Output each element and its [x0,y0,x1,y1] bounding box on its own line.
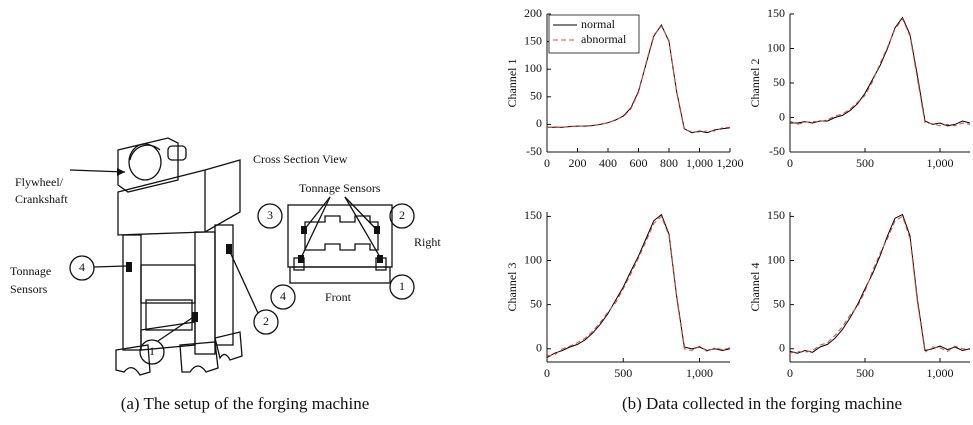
y-axis-label: Channel 1 [505,59,519,108]
label: Front [325,290,352,304]
y-tick-label: -50 [526,144,542,158]
callout: 1 [399,279,405,293]
x-tick-label: 500 [856,156,874,170]
y-tick-label: 50 [773,296,785,310]
x-tick-label: 1,000 [927,156,954,170]
label: Crankshaft [15,192,68,206]
label: Cross Section View [253,152,348,166]
callout: 4 [280,289,286,303]
y-tick-label: 0 [779,109,785,123]
series-line [789,213,971,354]
y-tick-label: 0 [536,116,542,130]
y-tick-label: 50 [773,75,785,89]
x-tick-label: 0 [544,366,550,380]
series-line [546,25,731,133]
callout: 1 [149,344,155,358]
legend-label: normal [581,17,616,31]
x-tick-label: 500 [856,366,874,380]
y-tick-label: -50 [769,144,785,158]
legend-box [548,14,640,54]
x-tick-label: 800 [660,156,678,170]
x-tick-label: 500 [614,366,632,380]
y-tick-label: 150 [524,33,542,47]
label: Flywheel/ [15,175,64,189]
y-axis-label: Channel 2 [748,59,762,108]
y-axis-label: Channel 3 [505,263,519,312]
label: Right [414,235,441,249]
x-tick-label: 1,000 [927,366,954,380]
x-tick-label: 200 [569,156,587,170]
y-tick-label: 100 [767,40,785,54]
caption: (b) Data collected in the forging machin… [622,394,902,413]
x-tick-label: 0 [787,156,793,170]
y-tick-label: 50 [530,296,542,310]
callout: 2 [399,208,405,222]
label: Sensors [10,282,48,296]
y-tick-label: 150 [767,208,785,222]
series-line [789,215,971,354]
machine-diagram: Flywheel/ Crankshaft Tonnage Sensors Cro… [10,137,441,376]
series-line [789,17,971,127]
callout: 2 [263,314,269,328]
x-tick-label: 0 [787,366,793,380]
x-tick-label: 400 [599,156,617,170]
y-tick-label: 100 [767,252,785,266]
x-tick-label: 1,000 [686,156,713,170]
y-tick-label: 50 [530,89,542,103]
series-line [546,213,731,359]
x-tick-label: 0 [544,156,550,170]
callout: 3 [267,208,273,222]
y-tick-label: 0 [536,341,542,355]
x-tick-label: 1,200 [717,156,744,170]
y-tick-label: 100 [524,61,542,75]
x-tick-label: 1,000 [686,366,713,380]
y-tick-label: 150 [767,6,785,20]
y-tick-label: 150 [524,208,542,222]
x-tick-label: 600 [630,156,648,170]
series-line [546,215,731,357]
caption: (a) The setup of the forging machine [121,394,370,413]
label: Tonnage Sensors [299,181,381,195]
label: Tonnage [10,264,51,278]
y-axis-label: Channel 4 [748,263,762,312]
y-tick-label: 100 [524,252,542,266]
series-line [790,16,971,127]
callout: 4 [79,260,85,274]
y-tick-label: 200 [524,6,542,20]
legend-label: abnormal [581,32,627,46]
y-tick-label: 0 [779,341,785,355]
